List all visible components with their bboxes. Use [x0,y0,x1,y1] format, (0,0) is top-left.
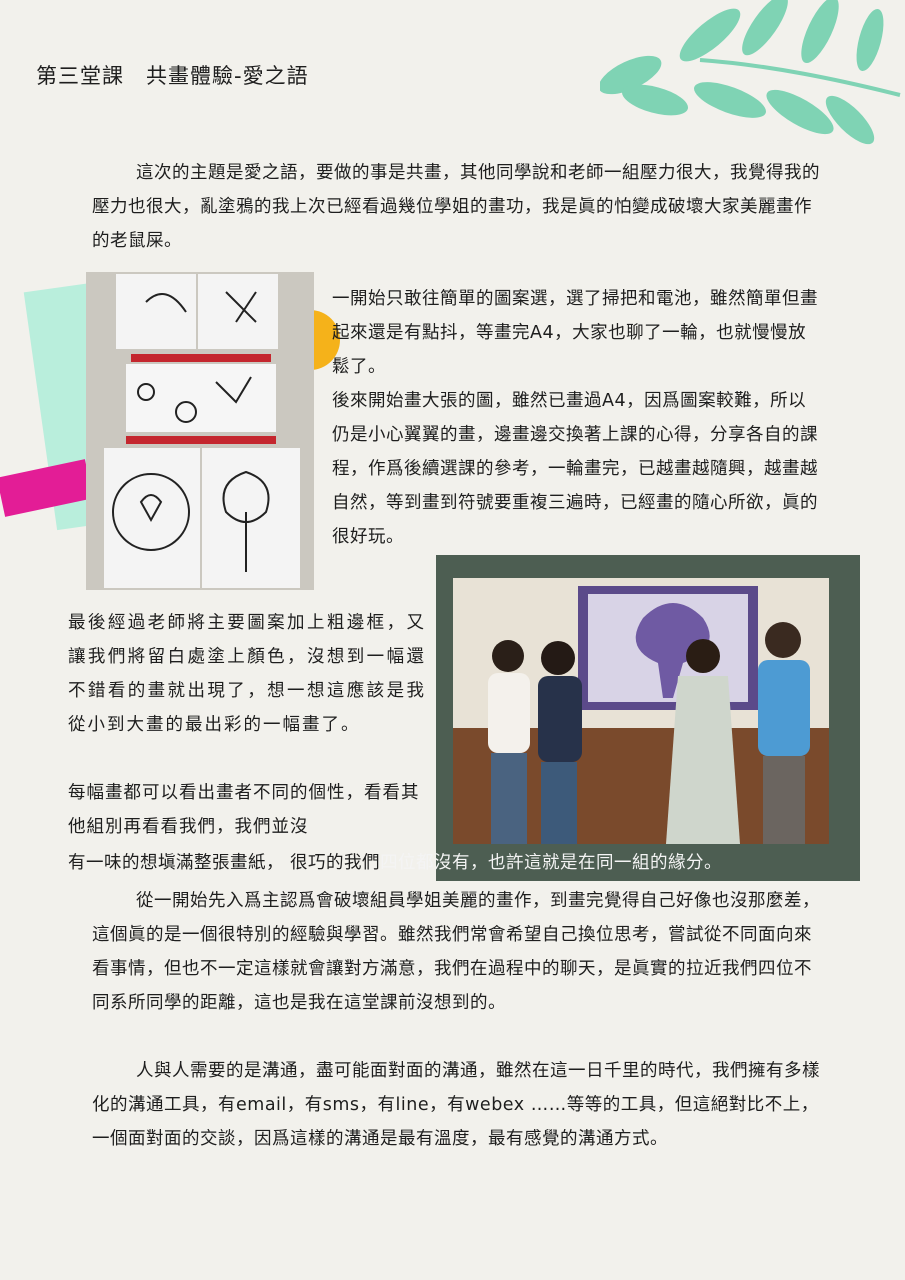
group-photo [453,578,829,844]
leaf-decoration [600,0,905,150]
paragraph-finally: 最後經過老師將主要圖案加上粗邊框，又讓我們將留白處塗上顏色，沒想到一幅還不錯看的… [68,613,426,735]
personality-end-right: 四位都沒有，也許這就是在同一組的緣分。 [380,853,723,873]
paragraph-intro: 這次的主題是愛之語，要做的事是共畫，其他同學說和老師一組壓力很大，我覺得我的壓力… [92,163,820,251]
page-title: 第三堂課 共畫體驗-愛之語 [36,64,309,88]
paragraph-later: 後來開始畫大張的圖，雖然已畫過A4，因爲圖案較難，所以仍是小心翼翼的畫，邊畫邊交… [332,391,818,547]
personality-end-left: 有一味的想塡滿整張畫紙， 很巧的我們 [68,853,381,873]
personality-line-end: 有一味的想塡滿整張畫紙， 很巧的我們四位都沒有，也許這就是在同一組的緣分。 [68,846,722,880]
paragraph-start: 一開始只敢往簡單的圖案選，選了掃把和電池，雖然簡單但畫起來還是有點抖，等畫完A4… [332,289,818,377]
drawings-photo [86,272,314,590]
paragraph-communication: 人與人需要的是溝通，盡可能面對面的溝通，雖然在這一日千里的時代，我們擁有多樣化的… [92,1061,820,1149]
paragraph-personality: 每幅畫都可以看出畫者不同的個性，看看其他組別再看看我們，我們並沒 [68,783,420,837]
paragraph-reflection: 從一開始先入爲主認爲會破壞組員學姐美麗的畫作，到畫完覺得自己好像也沒那麼差，這個… [92,891,820,1013]
